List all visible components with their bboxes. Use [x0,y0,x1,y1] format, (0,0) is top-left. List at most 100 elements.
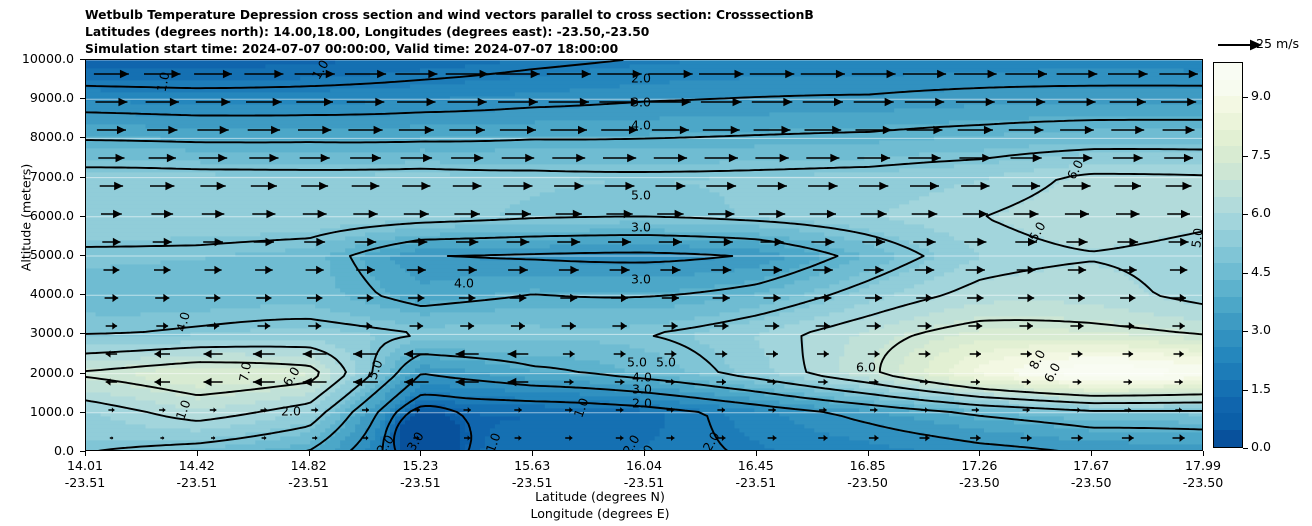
wind-vector-arrow-icon [1120,293,1136,303]
wind-vector-arrow-icon [463,407,471,413]
x-axis-tick [755,451,757,456]
wind-vector-arrow-icon [717,407,726,413]
wind-vector-arrow-icon [404,377,429,387]
y-axis-tick [80,176,85,178]
wind-vector-arrow-icon [1071,434,1083,442]
colorbar-band [1214,113,1242,130]
wind-vector-arrow-icon [613,350,626,358]
wind-vector-arrow-icon [104,293,119,303]
wind-vector-arrow-icon [764,321,780,331]
x-axis-tick-label-longitude: -23.50 [1070,475,1112,490]
wind-vector-arrow-icon [917,321,932,331]
contour-lines [86,60,1202,450]
wind-vector-arrow-icon [554,181,584,191]
wind-vector-arrow-icon [201,209,225,219]
wind-vector-arrow-icon [760,237,784,247]
svg-text:5.0: 5.0 [627,355,647,370]
wind-reference-label: 25 m/s [1256,36,1300,51]
wind-vector-arrow-icon [496,69,540,79]
wind-vector-arrow-icon [660,265,681,275]
y-axis-tick [80,411,85,413]
wind-vector-arrow-icon [1118,265,1137,275]
wind-vector-arrow-icon [357,293,374,303]
colorbar-tick-label: 0.0 [1251,439,1272,454]
wind-vector-arrow-icon [354,237,377,247]
wind-vector-arrow-icon [1162,125,1195,135]
wind-vector-arrow-icon [109,435,114,441]
wind-vector-arrow-icon [1058,97,1096,107]
svg-text:3.0: 3.0 [632,382,652,397]
wind-vector-arrow-icon [1018,293,1035,303]
wind-vector-arrow-icon [356,265,375,275]
y-axis-tick [80,333,85,335]
wind-vector-arrow-icon [460,321,475,331]
plot-canvas: 1.0 1.0 2.0 3.0 4.0 5.0 3.0 4.0 3.0 6.0 5.0 5.0 4.0 7… [86,60,1202,450]
wind-vector-arrow-icon [358,321,373,331]
wind-vector-arrow-icon [152,237,172,247]
wind-vector-arrow-icon [395,69,438,79]
wind-vector-arrow-icon [302,209,327,219]
cross-section-plot[interactable]: 1.0 1.0 2.0 3.0 4.0 5.0 3.0 4.0 3.0 6.0 5.0 5.0 4.0 7… [85,59,1203,451]
wind-vector-arrow-icon [715,350,728,358]
svg-text:5.0: 5.0 [631,188,651,203]
wind-vector-arrow-icon [867,350,880,358]
wind-vector-arrow-icon [1069,293,1085,303]
wind-vector-arrow-icon [853,97,894,107]
wind-vector-arrow-icon [194,69,232,79]
wind-vector-arrow-icon [557,237,581,247]
wind-vector-arrow-icon [708,209,735,219]
wind-vector-arrow-icon [409,321,424,331]
wind-vector-arrow-icon [753,125,791,135]
wind-vector-arrow-icon [562,350,575,358]
wind-vector-arrow-icon [308,321,322,331]
wind-vector-arrow-icon [860,209,887,219]
wind-vector-arrow-icon [458,293,476,303]
colorbar-tick-label: 3.0 [1251,322,1272,338]
wind-vector-arrow-icon [1007,97,1046,107]
wind-vector-arrow-icon [555,209,582,219]
wind-vector-arrow-icon [403,209,429,219]
wind-vector-arrow-icon [717,434,726,442]
wind-vector-arrow-icon [449,125,485,135]
colorbar-tick-label: 9.0 [1251,88,1272,104]
wind-vector-arrow-icon [1114,181,1142,191]
wind-vector-arrow-icon [706,181,737,191]
wind-vector-arrow-icon [866,321,881,331]
svg-text:4.0: 4.0 [173,310,193,333]
wind-vector-arrow-icon [862,237,886,247]
x-axis-tick [644,451,645,456]
wind-vector-arrow-icon [298,125,332,135]
wind-vector-arrow-icon [955,97,995,107]
wind-vector-arrow-icon [154,377,170,387]
y-axis-tick-label: 0.0 [53,443,74,458]
wind-vector-arrow-icon [1123,378,1133,386]
svg-text:4.0: 4.0 [632,370,652,385]
wind-vector-arrow-icon [664,350,677,358]
wind-vector-arrow-icon [362,435,369,441]
wind-vector-arrow-icon [1168,237,1189,247]
wind-vector-arrow-icon [344,69,387,79]
wind-vector-arrow-icon [1121,322,1135,330]
wind-vector-arrow-icon [101,209,122,219]
wind-vector-arrow-icon [1159,69,1198,79]
colorbar-tick-label: 6.0 [1251,205,1272,221]
wind-vector-arrow-icon [95,97,128,107]
wind-vector-arrow-icon [918,350,931,358]
wind-vector-arrow-icon [615,407,624,413]
wind-vector-arrow-icon [249,153,279,163]
y-axis-tick [80,137,85,139]
wind-vector-arrow-icon [507,377,529,387]
svg-text:6.0: 6.0 [856,360,876,375]
colorbar-band [1214,246,1242,264]
wind-vector-arrow-icon [604,181,635,191]
wind-vector-arrow-icon [709,237,733,247]
y-axis-tick-label: 1000.0 [29,403,74,419]
wind-vector-arrow-icon [550,125,588,135]
wind-vector-arrow-icon [456,237,479,247]
wind-vector-arrow-icon [445,69,489,79]
wind-vector-arrow-icon [296,97,334,107]
wind-vector-arrow-icon [206,322,220,330]
wind-vector-arrow-icon [1015,237,1037,247]
colorbar-tick-label: 4.5 [1251,263,1272,279]
wind-vector-arrow-icon [1175,407,1182,413]
